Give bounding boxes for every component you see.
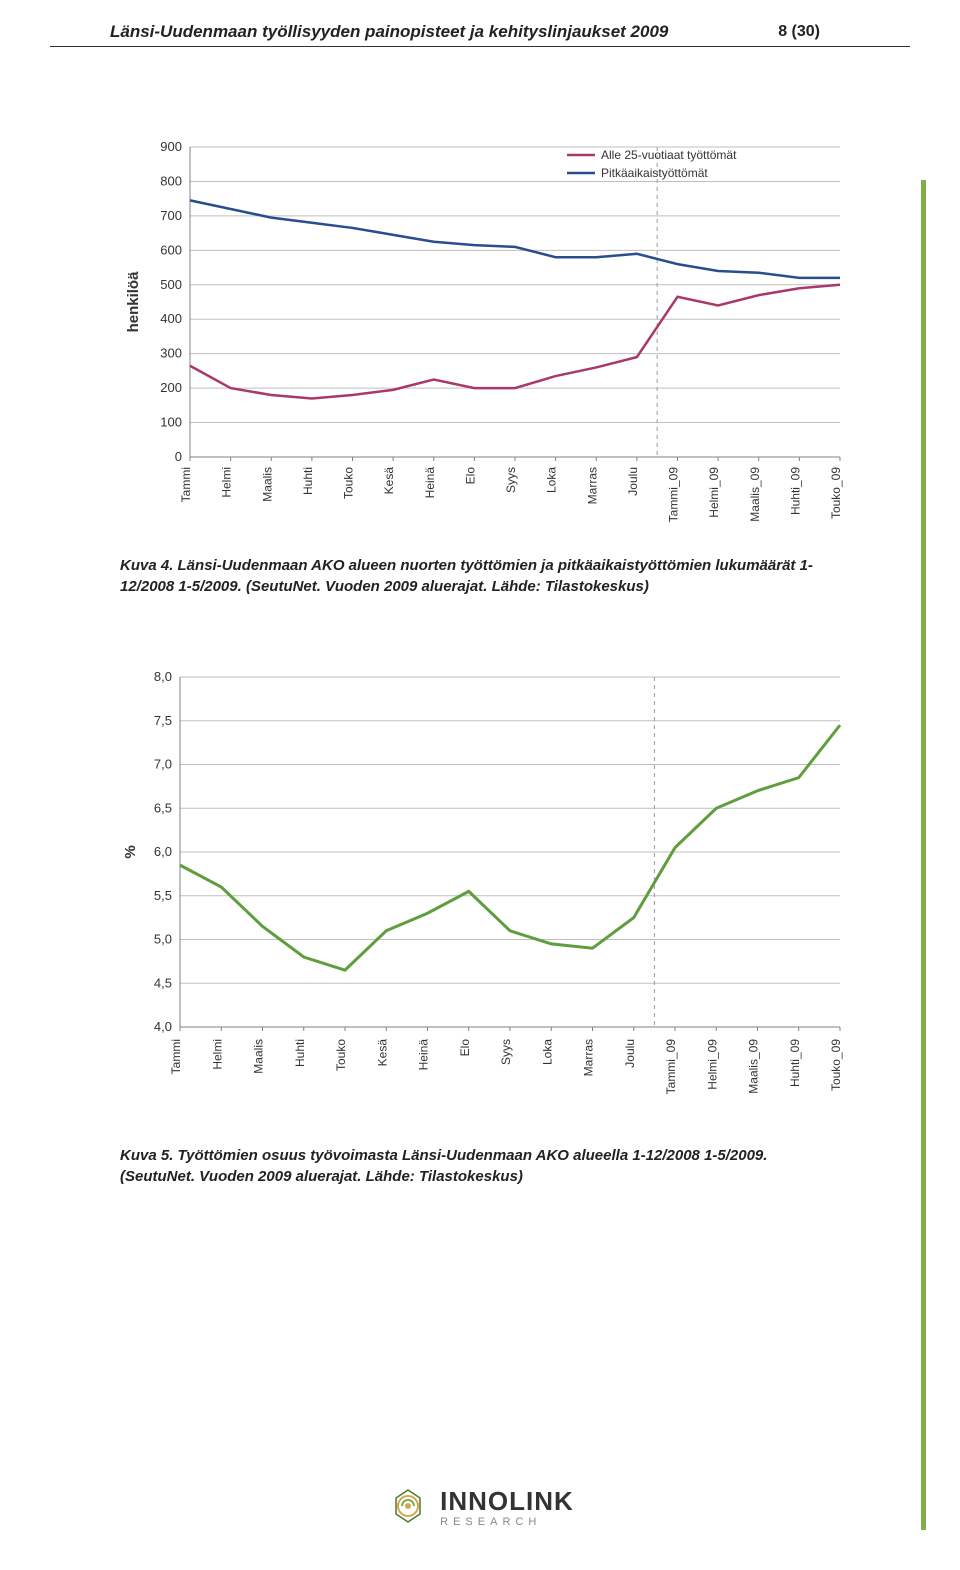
chart1: 0 100 200 300 400 500 600 700 800 900 henkilöä Tamm…	[110, 137, 850, 537]
svg-text:Maalis_09: Maalis_09	[747, 1039, 761, 1094]
chart2-container: 4,0 4,5 5,0 5,5 6,0 6,5 7,0 7,5 8,0% Tammi Helmi Ma…	[110, 667, 850, 1127]
svg-text:400: 400	[160, 311, 182, 326]
svg-text:Elo: Elo	[463, 467, 477, 485]
svg-text:henkilöä: henkilöä	[125, 271, 142, 333]
svg-text:Helmi: Helmi	[220, 467, 234, 498]
svg-text:Pitkäaikaistyöttömät: Pitkäaikaistyöttömät	[601, 166, 708, 180]
svg-text:Maalis: Maalis	[252, 1039, 266, 1074]
caption-kuva5: Kuva 5. Työttömien osuus työvoimasta Län…	[120, 1145, 840, 1187]
svg-text:100: 100	[160, 415, 182, 430]
svg-text:Tammi_09: Tammi_09	[664, 1039, 678, 1095]
svg-text:Helmi_09: Helmi_09	[707, 467, 721, 518]
svg-text:Heinä: Heinä	[423, 467, 437, 499]
svg-text:Elo: Elo	[458, 1039, 472, 1057]
svg-text:8,0: 8,0	[154, 669, 172, 684]
svg-text:Kesä: Kesä	[382, 467, 396, 495]
logo-subtitle: RESEARCH	[440, 1517, 574, 1528]
svg-text:Huhti: Huhti	[301, 467, 315, 495]
svg-text:5,0: 5,0	[154, 932, 172, 947]
svg-text:Touko_09: Touko_09	[829, 1039, 843, 1091]
svg-text:4,5: 4,5	[154, 975, 172, 990]
footer: INNOLINK RESEARCH	[0, 1486, 960, 1530]
svg-text:Tammi: Tammi	[169, 1039, 183, 1074]
svg-text:Huhti_09: Huhti_09	[788, 467, 802, 515]
svg-text:4,0: 4,0	[154, 1019, 172, 1034]
svg-text:Loka: Loka	[545, 467, 559, 493]
svg-text:Kesä: Kesä	[375, 1039, 389, 1067]
svg-text:7,5: 7,5	[154, 713, 172, 728]
svg-text:200: 200	[160, 380, 182, 395]
svg-text:Alle 25-vuotiaat työttömät: Alle 25-vuotiaat työttömät	[601, 148, 737, 162]
svg-text:Heinä: Heinä	[417, 1039, 431, 1071]
svg-text:Joulu: Joulu	[626, 467, 640, 496]
innolink-logo: INNOLINK RESEARCH	[386, 1486, 574, 1530]
svg-text:Touko: Touko	[342, 467, 356, 499]
svg-text:Tammi_09: Tammi_09	[667, 467, 681, 523]
logo-name: INNOLINK	[440, 1488, 574, 1514]
svg-text:Joulu: Joulu	[623, 1039, 637, 1068]
svg-text:Touko: Touko	[334, 1039, 348, 1071]
svg-text:5,5: 5,5	[154, 888, 172, 903]
svg-text:500: 500	[160, 277, 182, 292]
svg-text:Maalis: Maalis	[260, 467, 274, 502]
header-title: Länsi-Uudenmaan työllisyyden painopistee…	[110, 22, 668, 42]
svg-text:900: 900	[160, 139, 182, 154]
right-green-bar	[921, 180, 926, 1530]
logo-text: INNOLINK RESEARCH	[440, 1488, 574, 1528]
caption-kuva4: Kuva 4. Länsi-Uudenmaan AKO alueen nuort…	[120, 555, 840, 597]
svg-text:Touko_09: Touko_09	[829, 467, 843, 519]
svg-text:Maalis_09: Maalis_09	[748, 467, 762, 522]
svg-text:700: 700	[160, 208, 182, 223]
svg-text:Marras: Marras	[582, 1039, 596, 1076]
svg-text:Syys: Syys	[504, 467, 518, 493]
chart1-container: 0 100 200 300 400 500 600 700 800 900 henkilöä Tamm…	[110, 137, 850, 537]
header-page-number: 8 (30)	[778, 23, 820, 41]
logo-icon	[386, 1486, 430, 1530]
svg-text:Syys: Syys	[499, 1039, 513, 1065]
page-header: Länsi-Uudenmaan työllisyyden painopistee…	[50, 0, 910, 47]
svg-text:Helmi: Helmi	[210, 1039, 224, 1070]
svg-text:6,5: 6,5	[154, 800, 172, 815]
svg-text:800: 800	[160, 173, 182, 188]
svg-text:Huhti_09: Huhti_09	[788, 1039, 802, 1087]
svg-text:%: %	[122, 845, 139, 858]
svg-text:300: 300	[160, 346, 182, 361]
svg-text:0: 0	[175, 449, 182, 464]
svg-text:600: 600	[160, 242, 182, 257]
svg-text:Marras: Marras	[585, 467, 599, 504]
svg-text:6,0: 6,0	[154, 844, 172, 859]
svg-text:Tammi: Tammi	[179, 467, 193, 502]
svg-text:Huhti: Huhti	[293, 1039, 307, 1067]
svg-text:7,0: 7,0	[154, 757, 172, 772]
svg-text:Loka: Loka	[540, 1039, 554, 1065]
chart2: 4,0 4,5 5,0 5,5 6,0 6,5 7,0 7,5 8,0% Tammi Helmi Ma…	[110, 667, 850, 1127]
svg-text:Helmi_09: Helmi_09	[705, 1039, 719, 1090]
